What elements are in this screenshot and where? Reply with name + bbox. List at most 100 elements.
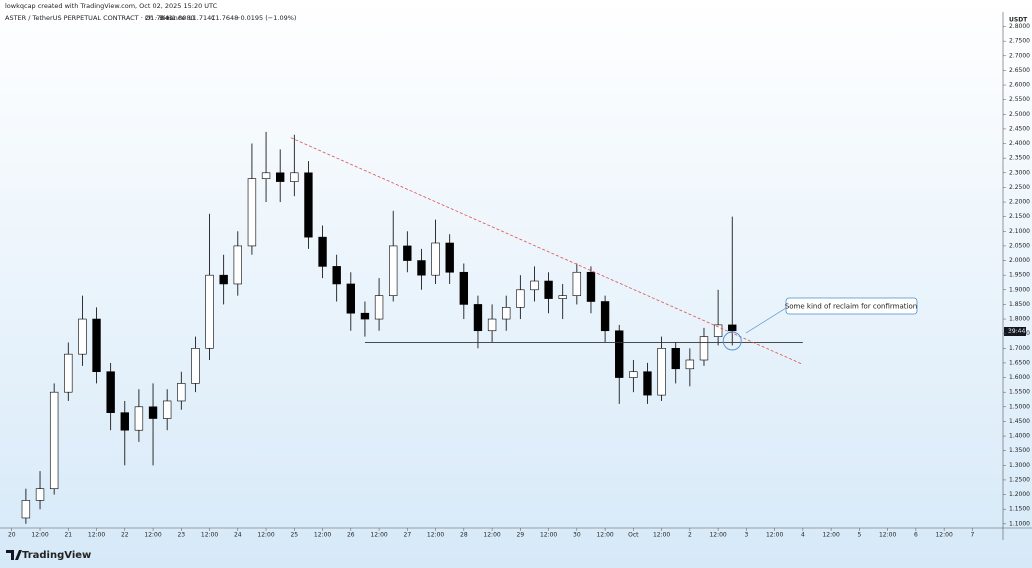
candle-body [431,242,440,276]
y-tick-label: 2.4000 [1009,140,1030,147]
candle-body [728,324,737,332]
candle-body [134,406,144,431]
y-tick-label: 1.2000 [1009,491,1030,498]
y-tick-label: 1.7000 [1009,345,1030,352]
x-tick-label: 25 [290,532,298,539]
candle-body [558,295,567,299]
x-tick-label: 12:00 [709,532,726,539]
x-tick-label: 27 [404,532,412,539]
candle-body [162,400,172,419]
y-tick-label: 2.3000 [1009,169,1030,176]
x-tick-label: 12:00 [144,532,161,539]
ohlc-low: L1.7141 [189,14,215,22]
annotation-pointer [745,307,787,334]
candle-body [304,172,313,238]
x-tick-label: Oct [628,532,639,539]
y-tick-label: 1.1000 [1009,520,1030,527]
x-tick-label: 12:00 [257,532,274,539]
candle-body [544,280,553,299]
candle-body [685,359,695,370]
candle-body [360,312,370,320]
candle-body [49,391,59,490]
x-tick-label: 12:00 [935,532,952,539]
annotation-box [785,297,918,315]
candle-body [332,266,341,285]
x-tick-label: 28 [460,532,468,539]
x-tick-label: 12:00 [31,532,48,539]
candle-body [261,172,271,179]
y-tick-label: 2.6500 [1009,67,1030,74]
x-tick-label: 12:00 [879,532,896,539]
y-tick-label: 2.7000 [1009,52,1030,59]
currency-label: USDT [1009,17,1028,24]
x-tick-label: 21 [64,532,72,539]
candle-body [586,271,596,302]
y-tick-label: 2.3500 [1009,155,1030,162]
candle-body [699,336,709,361]
annotation: Some kind of reclaim for confirmation [785,303,917,311]
y-tick-label: 2.6000 [1009,82,1030,89]
x-tick-label: 12:00 [822,532,839,539]
candle-body [473,304,483,332]
y-tick-label: 2.1000 [1009,228,1030,235]
x-tick-label: 22 [121,532,129,539]
watermark: lowkqcap created with TradingView.com, O… [5,2,218,10]
candle-body [516,289,525,308]
y-tick-label: 1.5000 [1009,403,1030,410]
price-badge-box [1004,327,1026,336]
y-tick-label: 1.9500 [1009,272,1030,279]
y-tick-label: 1.5500 [1009,389,1030,396]
candle-body [403,245,412,261]
candle-body [205,274,214,349]
y-tick-label: 2.2000 [1009,199,1030,206]
candle-body [417,260,426,276]
x-tick-label: 12:00 [88,532,105,539]
candle-body [572,271,582,296]
candle-body [657,348,666,396]
y-tick-label: 2.1500 [1009,213,1030,220]
ohlc-close: C1.7648 [211,14,238,22]
candle-body [64,353,73,393]
logo-shape [6,550,22,560]
y-tick-label: 2.0500 [1009,242,1030,249]
candle-body [445,242,454,273]
x-tick-label: 3 [744,532,748,539]
candle-body [374,295,384,320]
price-badge: 39:44 [1008,328,1025,335]
candle-body [148,406,158,419]
candle-body [713,324,723,337]
x-tick-label: 12:00 [483,532,500,539]
y-tick-label: 1.3500 [1009,447,1030,454]
x-tick-label: 29 [517,532,525,539]
x-tick-label: 6 [914,532,918,539]
candle-body [106,371,115,413]
y-tick-label: 1.2500 [1009,476,1030,483]
y-tick-label: 2.5000 [1009,111,1030,118]
ohlc-change: −0.0195 (−1.09%) [235,14,296,22]
brand-logo [6,550,22,560]
ohlc-high: H1.8080 [167,14,195,22]
x-tick-label: 12:00 [653,532,670,539]
y-tick-label: 1.4000 [1009,433,1030,440]
candle-body [615,330,624,378]
y-tick-label: 1.8500 [1009,301,1030,308]
x-tick-label: 24 [234,532,242,539]
x-tick-label: 12:00 [370,532,387,539]
candle-body [35,488,45,501]
trend-line [290,137,804,365]
x-tick-label: 12:00 [596,532,613,539]
y-tick-label: 1.6000 [1009,374,1030,381]
ohlc-open: O1.7841 [145,14,173,22]
y-tick-label: 2.8000 [1009,23,1030,30]
candle-body [78,318,87,355]
y-tick-label: 1.9000 [1009,286,1030,293]
y-tick-label: 2.0000 [1009,257,1030,264]
y-tick-label: 1.1500 [1009,506,1030,513]
y-tick-label: 1.4500 [1009,418,1030,425]
candle-body [233,245,242,285]
candle-body [389,245,398,296]
candle-body [502,307,511,320]
x-tick-label: 5 [857,532,861,539]
candle-body [275,172,285,182]
